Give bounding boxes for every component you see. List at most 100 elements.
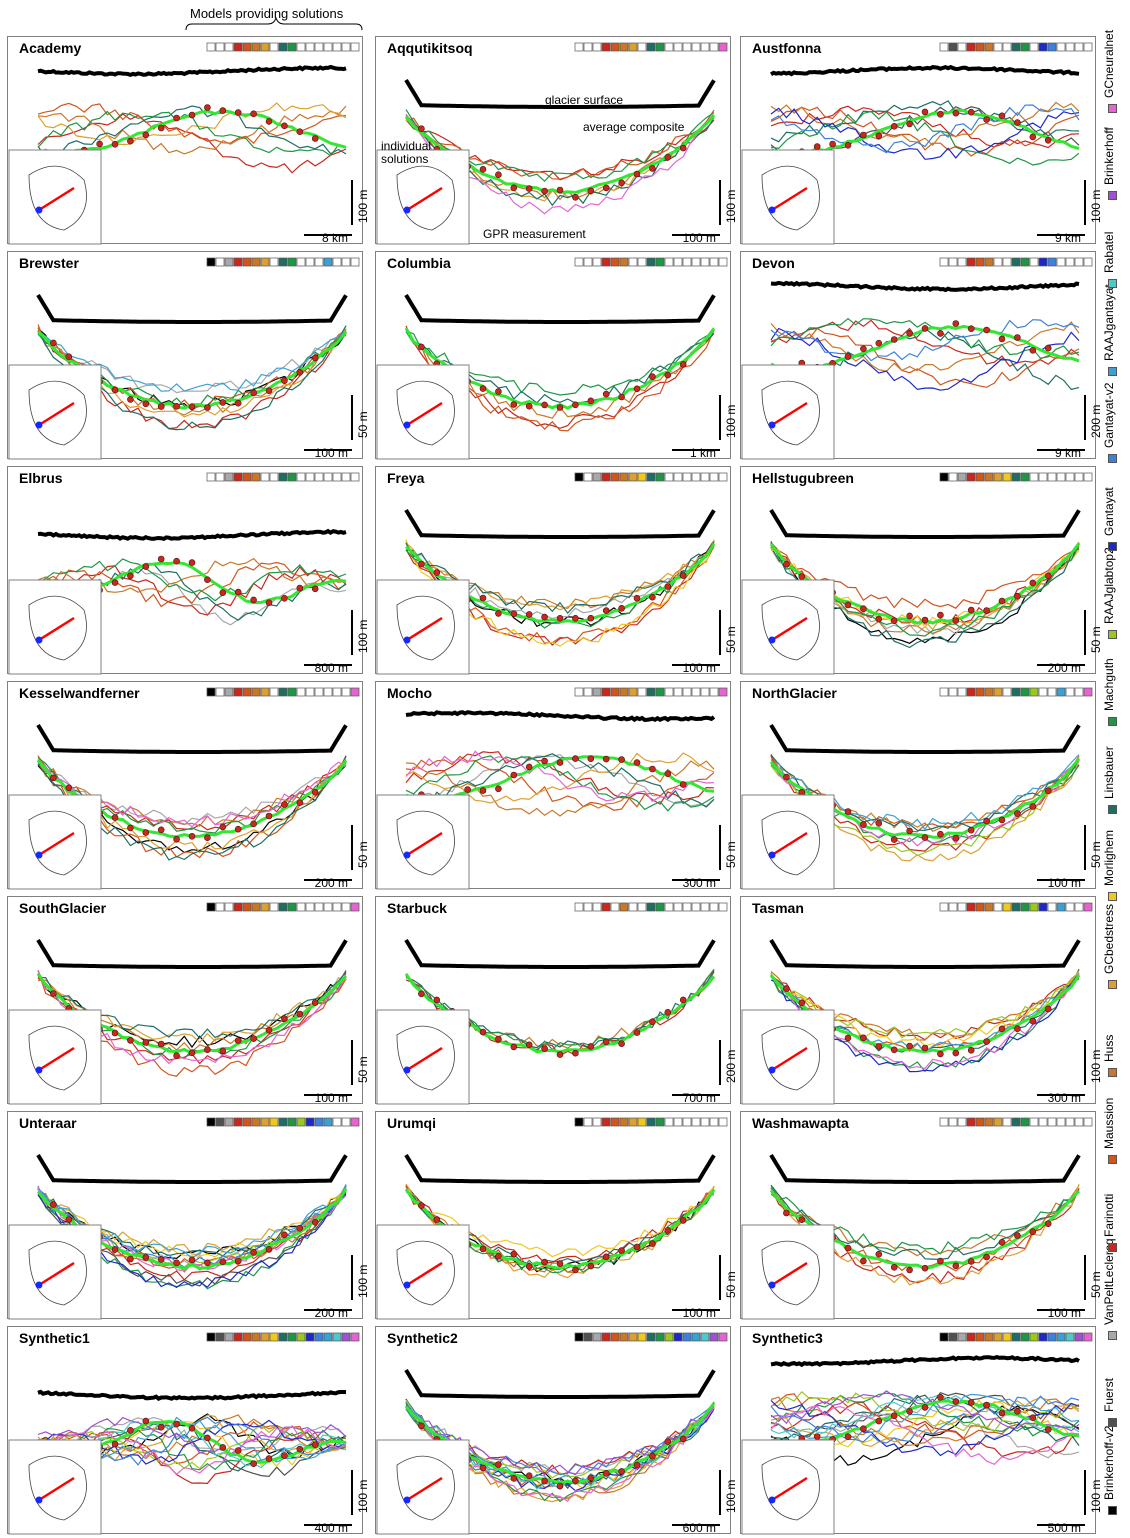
- gpr-measurement-point: [188, 111, 196, 119]
- glacier-surface-line: [769, 723, 1081, 754]
- model-indicator-box: [296, 1332, 306, 1342]
- gpr-measurement-point: [142, 829, 150, 836]
- model-indicator-box: [287, 1332, 297, 1342]
- gpr-measurement-point: [495, 171, 502, 178]
- model-solution-line: [405, 1405, 715, 1476]
- gpr-measurement-point: [311, 1219, 319, 1226]
- gpr-measurement-point: [111, 1440, 119, 1448]
- model-indicator-box: [350, 42, 360, 52]
- gpr-measurement-point: [844, 1244, 852, 1252]
- model-indicator-box: [610, 1117, 620, 1127]
- panel-plot: [8, 472, 360, 675]
- model-indicator-box: [709, 1332, 719, 1342]
- model-indicator-box: [583, 1332, 593, 1342]
- model-indicator-box: [1047, 257, 1057, 267]
- legend-swatch: [1108, 717, 1117, 727]
- legend-swatch: [1108, 278, 1117, 288]
- gpr-measurement-point: [967, 826, 975, 834]
- gpr-measurement-point: [495, 785, 502, 793]
- model-indicator-box: [628, 902, 638, 912]
- model-indicator-box: [1083, 1117, 1093, 1127]
- model-indicator-box: [709, 472, 719, 482]
- model-indicator-box: [350, 1117, 360, 1127]
- gpr-measurement-point: [937, 1050, 944, 1058]
- gpr-measurement-point: [296, 1010, 304, 1018]
- gpr-measurement-point: [679, 781, 687, 788]
- model-indicator-box: [341, 1332, 351, 1342]
- panel-title: Starbuck: [387, 900, 447, 916]
- legend-item: GCneuralnet: [1096, 30, 1130, 118]
- glacier-outline: [396, 1025, 455, 1091]
- gpr-measurement-point: [111, 386, 119, 394]
- gpr-measurement-point: [50, 774, 57, 782]
- model-solution-line: [405, 755, 715, 811]
- gpr-measurement-point: [664, 1009, 672, 1016]
- gpr-measurement-point: [281, 1452, 288, 1459]
- gpr-measurement-point: [219, 1444, 227, 1451]
- gpr-measurement-point: [188, 1425, 196, 1432]
- glacier-surface-line: [404, 508, 716, 539]
- model-indicator-box: [646, 1332, 656, 1342]
- panel-title: Synthetic3: [752, 1330, 823, 1346]
- gpr-measurement-point: [1044, 1005, 1052, 1013]
- gpr-measurement-point: [679, 572, 687, 579]
- gpr-measurement-point: [860, 605, 867, 612]
- panel-title: Freya: [387, 470, 425, 486]
- model-indicator-box: [1074, 902, 1084, 912]
- gpr-measurement-point: [510, 184, 518, 192]
- panel-mocho: Mocho 300 m 50 m: [375, 681, 738, 890]
- model-indicator-box: [278, 1117, 288, 1127]
- gpr-measurement-point: [1029, 1228, 1037, 1235]
- gpr-measurement-point: [556, 1482, 564, 1490]
- gpr-measurement-point: [173, 1420, 180, 1428]
- gpr-measurement-point: [875, 132, 883, 140]
- model-indicator-box: [314, 687, 324, 697]
- model-solution-line: [770, 1393, 1080, 1439]
- model-indicator-box: [215, 257, 225, 267]
- model-indicator-box: [700, 472, 710, 482]
- inset-map-frame: [376, 149, 470, 245]
- inset-map-frame: [741, 1224, 835, 1320]
- gpr-measurement-point: [556, 404, 564, 411]
- gpr-measurement-point: [204, 834, 211, 841]
- model-indicator-box: [287, 687, 297, 697]
- model-indicator-box: [296, 902, 306, 912]
- legend-label: Fuerst: [1102, 1378, 1116, 1413]
- gpr-measurement-point: [510, 1475, 518, 1482]
- gpr-measurement-point: [219, 107, 227, 114]
- panel-kesselwandferner: Kesselwandferner 200 m 50 m: [7, 681, 370, 890]
- model-indicator-box: [260, 1332, 270, 1342]
- model-indicator-box: [682, 902, 692, 912]
- model-indicator-box: [682, 1332, 692, 1342]
- model-indicator-box: [1002, 257, 1012, 267]
- model-indicator-box: [296, 257, 306, 267]
- vertical-scale-label: 100 m: [356, 619, 370, 653]
- inset-map-frame: [8, 1439, 102, 1535]
- vertical-scale-label: 100 m: [724, 404, 738, 438]
- model-indicator-box: [957, 902, 967, 912]
- horizontal-scale-label: 300 m: [1047, 1091, 1081, 1105]
- gpr-measurement-point: [510, 610, 518, 617]
- gpr-measurement-point: [967, 325, 975, 332]
- profile-line: [406, 401, 443, 427]
- gpr-measurement-point: [618, 393, 625, 401]
- model-indicator-box: [966, 42, 976, 52]
- profile-start-dot: [403, 206, 411, 214]
- legend-item: Linsbauer: [1096, 731, 1130, 819]
- profile-line: [38, 831, 75, 857]
- model-indicator-box: [278, 472, 288, 482]
- profile-line: [406, 831, 443, 857]
- gpr-measurement-point: [111, 579, 119, 586]
- legend-label: Gantayat: [1102, 487, 1116, 536]
- model-indicator-box: [1002, 902, 1012, 912]
- model-indicator-box: [1065, 902, 1075, 912]
- model-indicator-box: [287, 1117, 297, 1127]
- panel-plot: [8, 1117, 360, 1320]
- model-indicator-box: [1056, 1332, 1066, 1342]
- model-indicator-box: [323, 1117, 333, 1127]
- gpr-measurement-point: [556, 186, 564, 194]
- legend-item: RAAJgantayat: [1096, 284, 1130, 381]
- models-providing-solutions-label: Models providing solutions: [190, 6, 344, 21]
- gpr-measurement-point: [798, 1216, 806, 1223]
- gpr-measurement-point: [572, 1266, 579, 1274]
